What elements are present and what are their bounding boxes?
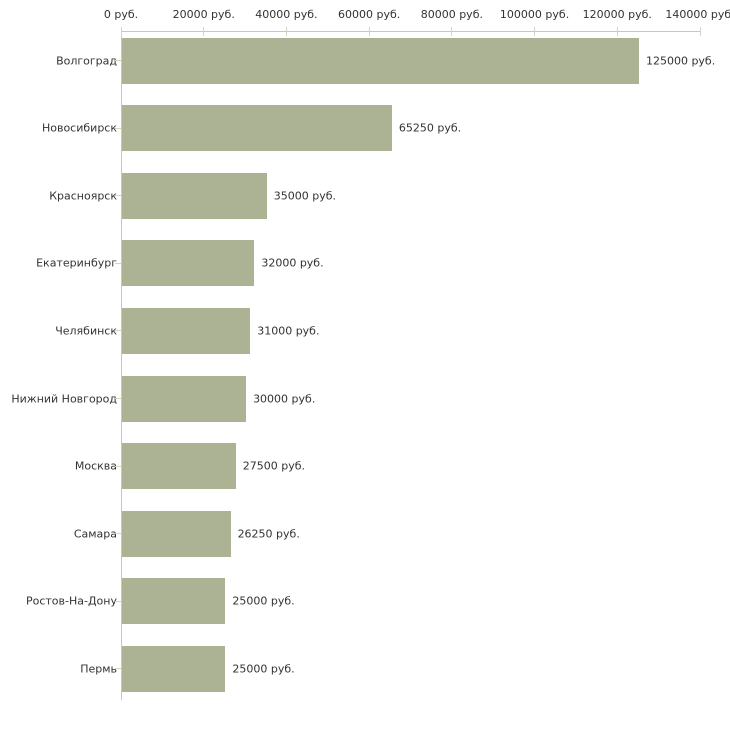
y-axis-tick [115, 195, 121, 197]
y-axis-tick [115, 398, 121, 399]
value-label: 65250 руб. [398, 121, 462, 135]
value-label: 25000 руб. [232, 662, 295, 676]
bar [122, 240, 255, 287]
x-axis-tick [368, 27, 370, 36]
x-axis-tick-label: 120000 руб. [582, 8, 652, 21]
value-label: 31000 руб. [257, 324, 320, 338]
bar [122, 375, 247, 422]
x-axis-tick-label: 40000 руб. [255, 8, 318, 21]
y-axis-tick [115, 533, 121, 535]
y-axis-tick [115, 262, 121, 264]
x-axis-tick-label: 60000 руб. [338, 8, 401, 21]
category-label: Ростов-На-Дону [25, 594, 117, 608]
x-axis-line [121, 31, 701, 32]
value-label: 25000 руб. [232, 594, 295, 608]
bar [122, 510, 231, 557]
bar [122, 578, 226, 625]
x-axis-tick [616, 27, 618, 36]
bar [122, 172, 267, 219]
value-label: 32000 руб. [261, 256, 324, 270]
y-axis-tick [115, 60, 121, 61]
x-axis-tick-label: 80000 руб. [420, 8, 483, 21]
category-label: Пермь [80, 662, 117, 676]
category-label: Волгоград [56, 54, 117, 67]
category-label: Москва [74, 459, 117, 473]
x-axis-tick-label: 20000 руб. [172, 8, 235, 21]
category-label: Новосибирск [41, 121, 117, 135]
y-axis-tick [115, 465, 121, 467]
category-label: Самара [73, 527, 117, 541]
category-label: Челябинск [55, 324, 117, 338]
value-label: 26250 руб. [237, 527, 300, 541]
x-axis-tick [203, 27, 205, 36]
y-axis-tick [115, 330, 121, 332]
bar [122, 443, 236, 490]
x-axis-tick [451, 27, 453, 36]
x-axis-tick [285, 27, 287, 36]
y-axis-line [121, 31, 122, 700]
value-label: 30000 руб. [253, 392, 316, 405]
x-axis-tick-label: 0 руб. [103, 8, 139, 21]
x-axis-tick-label: 140000 руб. [665, 8, 730, 21]
bar [122, 37, 639, 84]
value-label: 125000 руб. [645, 54, 716, 67]
y-axis-tick [115, 668, 121, 670]
y-axis-tick [115, 600, 121, 602]
value-label: 35000 руб. [273, 189, 337, 203]
x-axis-tick [120, 27, 122, 36]
category-label: Красноярск [49, 189, 117, 203]
x-axis-tick [534, 27, 536, 36]
x-axis-tick-label: 100000 руб. [499, 8, 570, 21]
bar [122, 645, 226, 692]
bar [122, 105, 392, 152]
category-label: Екатеринбург [36, 256, 117, 270]
category-label: Нижний Новгород [11, 392, 117, 405]
value-label: 27500 руб. [242, 459, 305, 473]
bar [122, 307, 251, 354]
y-axis-tick [115, 127, 121, 129]
x-axis-tick [699, 27, 701, 36]
